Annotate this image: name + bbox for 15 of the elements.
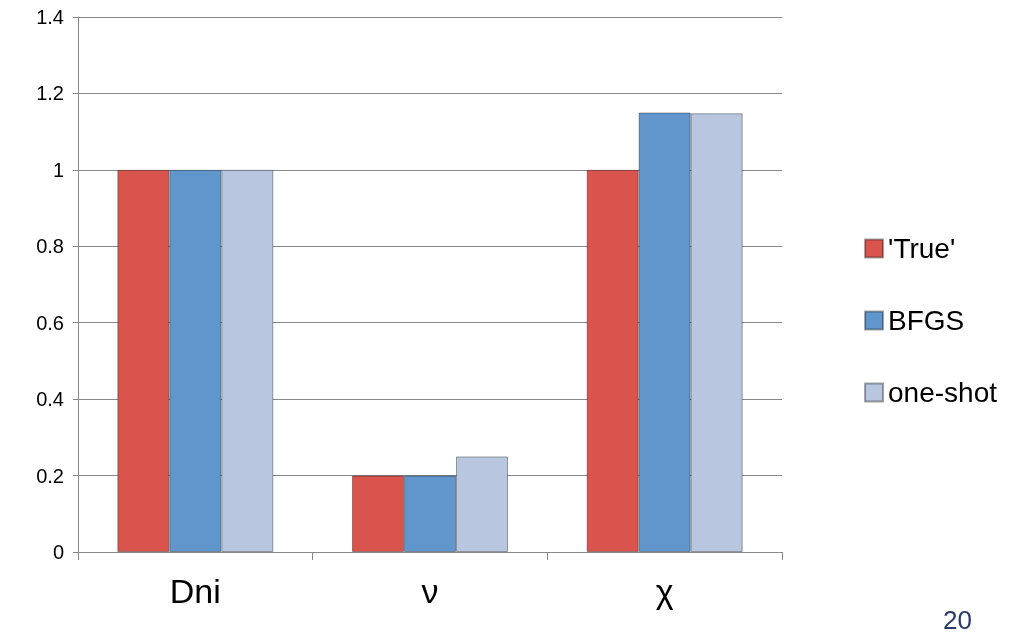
legend-label: 'True' bbox=[888, 233, 956, 264]
y-tick-label: 0.2 bbox=[36, 464, 64, 487]
x-tick-label: Dni bbox=[169, 572, 221, 610]
text: 20 bbox=[943, 605, 972, 635]
legend-label: BFGS bbox=[888, 305, 965, 336]
y-tick-label: 1.2 bbox=[36, 82, 64, 105]
y-tick-label: 0.8 bbox=[36, 235, 64, 258]
legend-label: one-shot bbox=[888, 377, 998, 408]
y-tick-label: 1.4 bbox=[36, 6, 64, 28]
y-tick-label: 0.6 bbox=[36, 311, 64, 334]
y-tick-label: 0 bbox=[52, 541, 64, 563]
y-tick-label: 0.4 bbox=[36, 388, 64, 411]
x-tick-label: χ bbox=[655, 572, 674, 610]
x-tick-label: ν bbox=[421, 572, 439, 610]
y-tick-label: 1 bbox=[52, 158, 64, 181]
